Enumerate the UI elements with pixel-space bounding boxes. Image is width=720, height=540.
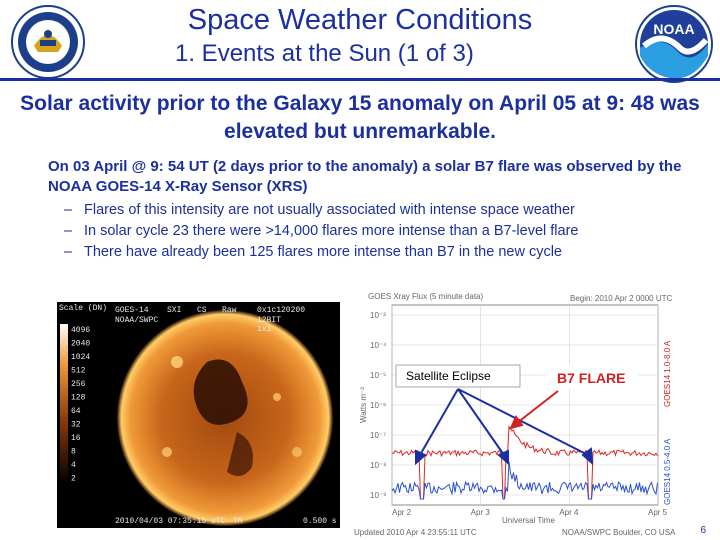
sxi-header-raw: Raw [222,306,237,315]
y-tick: 10⁻⁹ [370,491,387,500]
sxi-header-mode: CS [197,306,207,315]
scale-value: 64 [71,407,81,416]
scale-value: 32 [71,421,81,430]
sxi-footer-time: 2010/04/03 07:35:15 UTC [115,517,226,526]
x-tick: Apr 2 [392,508,412,517]
scale-value: 256 [71,380,86,389]
y-tick: 10⁻⁴ [370,341,387,350]
plot-updated: Updated 2010 Apr 4 23:55:11 UTC [354,528,477,537]
xray-long-channel-series [391,424,658,500]
y-axis-label: Watts m⁻² [359,387,368,423]
bullet-text: In solar cycle 23 there were >14,000 fla… [84,223,579,239]
y-tick: 10⁻⁸ [370,461,387,470]
sxi-header-satellite: GOES-14 [115,306,149,315]
y-tick: 10⁻³ [370,311,386,320]
coronal-hole [193,359,248,425]
plot-begin: Begin: 2010 Apr 2 0000 UTC [570,294,673,303]
scale-value: 1024 [71,353,90,362]
scale-value: 512 [71,367,86,376]
header-divider [0,78,720,81]
eclipse-arrows [415,388,594,466]
commerce-seal-logo [11,5,85,79]
list-item: – Flares of this intensity are not usuall… [64,200,704,221]
bullet-text: There have already been 125 flares more … [84,244,562,260]
flare-paragraph: On 03 April @ 9: 54 UT (2 days prior to … [48,158,682,195]
sxi-sub-bits: 12BIT [257,316,281,325]
plot-credit: NOAA/SWPC Boulder, CO USA [562,528,676,537]
noaa-logo: NOAA [635,5,713,83]
y-tick: 10⁻⁵ [370,371,386,380]
scale-value: 16 [71,434,81,443]
scale-value: 2 [71,475,76,484]
x-tick: Apr 5 [648,508,668,517]
sxi-sub-binning: 1x1 [257,325,272,334]
scale-title: Scale (DN) [59,304,107,313]
sxi-header-id: 0x1c120200 [257,306,305,315]
y-tick: 10⁻⁶ [370,401,386,410]
long-channel-label: GOES14 1.0-8.0 A [663,340,672,407]
bullet-list: – Flares of this intensity are not usuall… [64,200,704,263]
scale-value: 4096 [71,326,90,335]
scale-value: 4 [71,461,76,470]
page-subtitle: 1. Events at the Sun (1 of 3) [175,40,474,67]
sxi-footer-exposure: 0.500 s [303,517,337,526]
eclipse-annotation-box [395,364,521,388]
page-title: Space Weather Conditions [187,4,533,36]
sxi-sub-agency: NOAA/SWPC [115,316,158,325]
plot-gridlines [391,305,659,505]
dash-bullet-icon: – [64,223,73,239]
x-tick: Apr 4 [559,508,579,517]
list-item: – There have already been 125 flares more… [64,242,704,263]
scale-value: 8 [71,448,76,457]
flare-arrow [509,390,559,430]
color-scale-bar [60,324,68,484]
y-tick-labels: 10⁻³ 10⁻⁴ 10⁻⁵ 10⁻⁶ 10⁻⁷ 10⁻⁸ 10⁻⁹ [370,311,387,500]
svg-text:NOAA: NOAA [653,21,694,37]
flare-annotation-box [548,365,638,389]
eclipse-annotation: Satellite Eclipse [406,369,491,383]
x-tick-labels: Apr 2 Apr 3 Apr 4 Apr 5 [392,508,668,517]
goes14-sxi-sun-image: Scale (DN) 40962040102451225612864321684… [57,302,340,528]
x-tick: Apr 3 [471,508,491,517]
short-channel-label: GOES14 0.5-4.0 A [663,438,672,505]
sxi-footer-tm: TM [233,517,243,526]
flare-annotation: B7 FLARE [557,370,625,386]
scale-value: 128 [71,394,86,403]
goes-xray-flux-plot: GOES Xray Flux (5 minute data) Begin: 20… [352,283,700,539]
y-tick: 10⁻⁷ [370,431,386,440]
lead-statement: Solar activity prior to the Galaxy 15 an… [20,92,700,143]
scale-value: 2040 [71,340,90,349]
slide-number: 6 [700,525,706,536]
list-item: – In solar cycle 23 there were >14,000 fl… [64,221,704,242]
dash-bullet-icon: – [64,244,73,260]
bullet-text: Flares of this intensity are not usually… [84,202,575,218]
xray-short-channel-series [391,461,658,500]
x-axis-label: Universal Time [502,516,555,525]
dash-bullet-icon: – [64,202,73,218]
sxi-header-instrument: SXI [167,306,181,315]
plot-title: GOES Xray Flux (5 minute data) [368,292,483,301]
scale-labels: 4096 2040 1024 512 256 128 64 32 16 8 4 2 [71,326,90,484]
